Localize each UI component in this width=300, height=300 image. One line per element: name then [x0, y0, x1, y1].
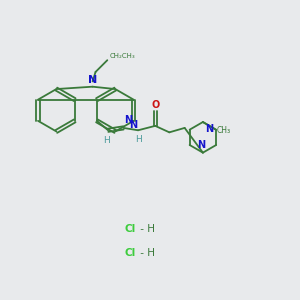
Text: N: N: [124, 115, 132, 125]
Text: N: N: [129, 120, 137, 130]
Text: N: N: [197, 140, 206, 150]
Text: H: H: [135, 135, 142, 144]
Text: H: H: [103, 136, 110, 145]
Text: O: O: [151, 100, 159, 110]
Text: - H: - H: [137, 248, 155, 258]
Text: N: N: [205, 124, 213, 134]
Text: CH₂CH₃: CH₂CH₃: [110, 53, 135, 59]
Text: Cl: Cl: [124, 224, 135, 235]
Text: Cl: Cl: [124, 248, 135, 258]
Text: CH₃: CH₃: [217, 126, 231, 135]
Text: N: N: [88, 75, 97, 85]
Text: - H: - H: [137, 224, 155, 235]
